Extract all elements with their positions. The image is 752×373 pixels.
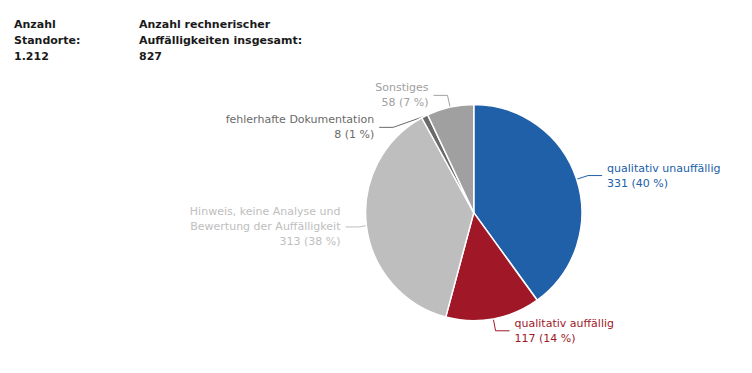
svg-text:Sonstiges: Sonstiges (375, 81, 429, 94)
svg-text:313 (38 %): 313 (38 %) (279, 235, 340, 248)
svg-text:qualitativ auffällig: qualitativ auffällig (515, 317, 614, 330)
svg-text:Standorte:: Standorte: (14, 34, 80, 47)
svg-text:58 (7 %): 58 (7 %) (381, 96, 428, 109)
svg-text:Bewertung der Auffälligkeit: Bewertung der Auffälligkeit (190, 220, 341, 233)
svg-text:qualitativ unauffällig: qualitativ unauffällig (607, 162, 720, 175)
svg-text:117 (14 %): 117 (14 %) (515, 332, 576, 345)
svg-text:Anzahl: Anzahl (14, 18, 56, 31)
svg-text:331 (40 %): 331 (40 %) (607, 177, 668, 190)
svg-text:827: 827 (139, 50, 162, 63)
svg-text:Auffälligkeiten insgesamt:: Auffälligkeiten insgesamt: (139, 34, 302, 47)
svg-text:Anzahl rechnerischer: Anzahl rechnerischer (139, 18, 271, 31)
svg-text:fehlerhafte Dokumentation: fehlerhafte Dokumentation (226, 113, 375, 126)
svg-text:8 (1 %): 8 (1 %) (334, 128, 374, 141)
svg-text:1.212: 1.212 (14, 50, 49, 63)
svg-text:Hinweis, keine Analyse und: Hinweis, keine Analyse und (190, 205, 341, 218)
